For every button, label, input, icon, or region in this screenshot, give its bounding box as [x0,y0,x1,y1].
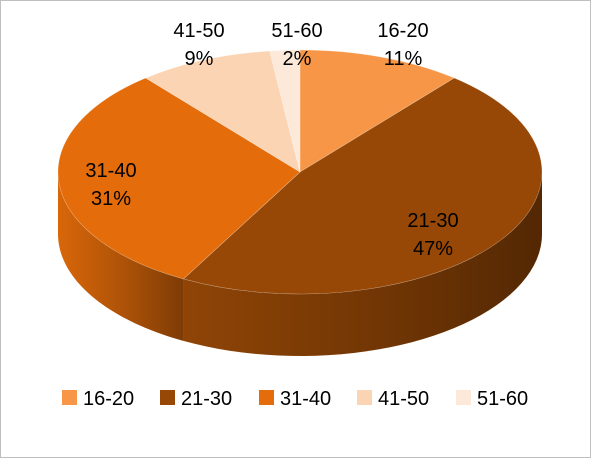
pie-slice-16-20 [299,49,455,173]
data-label-category-31-40: 31-40 [85,160,136,182]
data-label-category-51-60: 51-60 [271,20,322,42]
pie-slice-41-50 [145,50,301,173]
data-label-category-16-20: 16-20 [377,20,428,42]
data-label-value-51-60: 2% [283,48,312,70]
data-label-category-41-50: 41-50 [173,20,224,42]
legend: 16-20 21-30 31-40 41-50 51-60 [62,388,528,410]
data-label-value-21-30: 47% [413,238,453,260]
pie-slice-51-60 [269,49,301,173]
pie-slice-21-30 [182,77,543,295]
legend-swatch-21-30 [160,390,175,405]
legend-swatch-41-50 [357,390,372,405]
data-labels: 16-20 11% 21-30 47% 31-40 31% 41-50 9% 51-60 2% [85,20,458,260]
legend-swatch-16-20 [62,390,77,405]
data-label-value-16-20: 11% [384,48,423,70]
legend-label-31-40: 31-40 [280,388,331,410]
legend-label-16-20: 16-20 [83,388,134,410]
data-label-category-21-30: 21-30 [407,210,458,232]
pie-slice-31-40 [57,77,301,280]
data-label-value-41-50: 9% [185,48,214,70]
pie-side-21-30-shade [183,172,543,356]
legend-label-21-30: 21-30 [181,388,232,410]
legend-swatch-51-60 [456,390,471,405]
pie-top-faces [57,49,543,295]
data-label-value-31-40: 31% [91,188,131,210]
legend-label-41-50: 41-50 [378,388,429,410]
legend-swatch-31-40 [259,390,274,405]
legend-label-51-60: 51-60 [477,388,528,410]
pie-side-31-40-shade [58,172,184,341]
pie-side-walls [58,172,543,356]
